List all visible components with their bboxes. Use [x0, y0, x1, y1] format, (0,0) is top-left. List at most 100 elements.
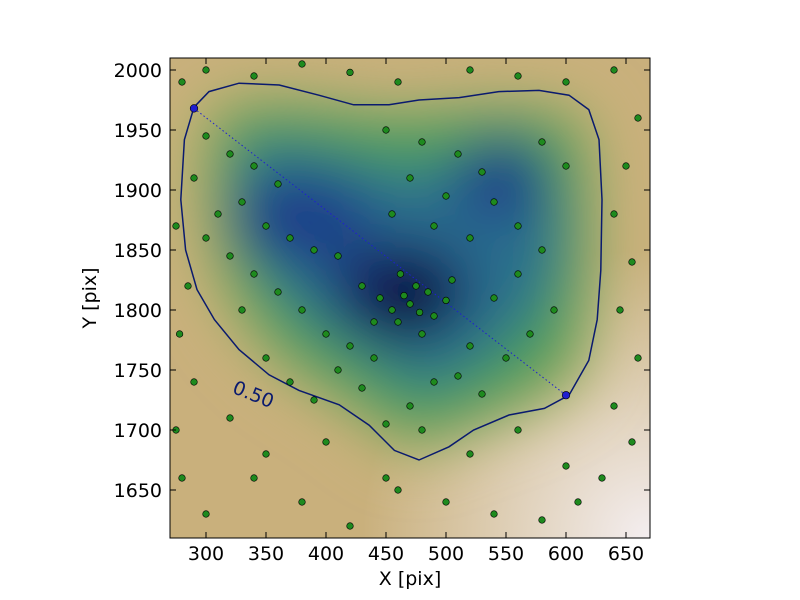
- contour-line: [180, 82, 603, 461]
- data-point: [610, 402, 618, 410]
- data-point: [202, 132, 210, 140]
- data-point: [370, 354, 378, 362]
- data-point: [616, 306, 624, 314]
- data-point: [346, 522, 354, 530]
- y-tick-label: 1800: [114, 300, 162, 322]
- data-point: [358, 384, 366, 392]
- data-point: [418, 138, 426, 146]
- x-tick-label: 350: [248, 543, 284, 565]
- data-point: [424, 288, 432, 296]
- data-point: [538, 138, 546, 146]
- data-point: [610, 210, 618, 218]
- data-point: [388, 306, 396, 314]
- plot-frame: [169, 57, 651, 539]
- y-tick-label: 1700: [114, 420, 162, 442]
- data-point: [634, 114, 642, 122]
- data-point: [262, 222, 270, 230]
- data-point: [396, 270, 405, 278]
- data-point: [172, 222, 180, 230]
- plot-marks: [172, 60, 642, 530]
- x-tick-label: 450: [368, 543, 404, 565]
- data-point: [226, 414, 234, 422]
- data-point: [238, 306, 246, 314]
- data-point: [416, 308, 424, 317]
- data-point: [514, 222, 522, 230]
- data-point: [412, 282, 420, 290]
- data-point: [490, 510, 498, 518]
- data-point: [442, 192, 450, 200]
- data-point: [346, 342, 354, 350]
- data-point: [442, 498, 450, 506]
- data-point: [262, 450, 270, 458]
- data-point: [298, 60, 306, 68]
- data-point: [394, 78, 402, 86]
- data-point: [202, 66, 210, 74]
- data-point: [478, 168, 486, 176]
- data-point: [430, 378, 438, 386]
- data-point: [430, 312, 438, 320]
- data-point: [202, 234, 210, 242]
- data-point: [322, 330, 330, 338]
- data-point: [442, 296, 450, 305]
- data-point: [448, 276, 456, 284]
- data-point: [178, 78, 186, 86]
- data-point: [466, 66, 474, 74]
- data-point: [238, 198, 246, 206]
- y-tick-label: 1750: [114, 360, 162, 382]
- data-point: [388, 210, 396, 218]
- data-point: [634, 354, 642, 362]
- data-point: [418, 426, 426, 434]
- data-point: [382, 126, 390, 134]
- y-axis-label: Y [pix]: [79, 267, 101, 329]
- data-point: [250, 162, 258, 170]
- data-point: [478, 390, 486, 398]
- data-point: [334, 252, 342, 260]
- endpoint: [189, 104, 199, 113]
- data-point: [394, 486, 402, 494]
- data-point: [334, 366, 342, 374]
- data-point: [310, 396, 318, 404]
- data-point: [226, 150, 234, 158]
- data-point: [418, 330, 426, 338]
- x-tick-label: 400: [308, 543, 344, 565]
- data-point: [250, 72, 258, 80]
- data-point: [454, 150, 462, 158]
- data-point: [346, 68, 354, 76]
- data-point: [466, 234, 474, 242]
- data-point: [538, 246, 546, 254]
- data-point: [274, 288, 282, 296]
- data-point: [550, 306, 558, 314]
- data-point: [322, 438, 330, 446]
- data-point: [562, 78, 570, 86]
- data-point: [610, 66, 618, 74]
- x-axis-label: X [pix]: [379, 568, 441, 590]
- data-point: [298, 498, 306, 506]
- data-point: [250, 270, 258, 278]
- data-point: [382, 420, 390, 428]
- data-point: [310, 246, 318, 254]
- data-point: [526, 330, 534, 338]
- data-point: [466, 450, 474, 458]
- data-point: [274, 180, 282, 188]
- endpoint: [561, 391, 571, 400]
- data-point: [178, 474, 186, 482]
- data-point: [184, 282, 192, 290]
- data-point: [562, 462, 570, 470]
- data-point: [538, 516, 546, 524]
- data-point: [466, 342, 474, 350]
- data-point: [190, 378, 198, 386]
- data-point: [490, 294, 498, 302]
- data-point: [214, 210, 222, 218]
- data-point: [454, 372, 462, 380]
- data-point: [394, 318, 402, 326]
- data-point: [406, 174, 414, 182]
- data-point: [514, 426, 522, 434]
- data-point: [490, 198, 498, 206]
- data-point: [628, 258, 636, 266]
- y-tick-label: 1650: [114, 480, 162, 502]
- data-point: [202, 510, 210, 518]
- data-point: [382, 474, 390, 482]
- x-tick-label: 650: [608, 543, 644, 565]
- data-point: [574, 498, 582, 506]
